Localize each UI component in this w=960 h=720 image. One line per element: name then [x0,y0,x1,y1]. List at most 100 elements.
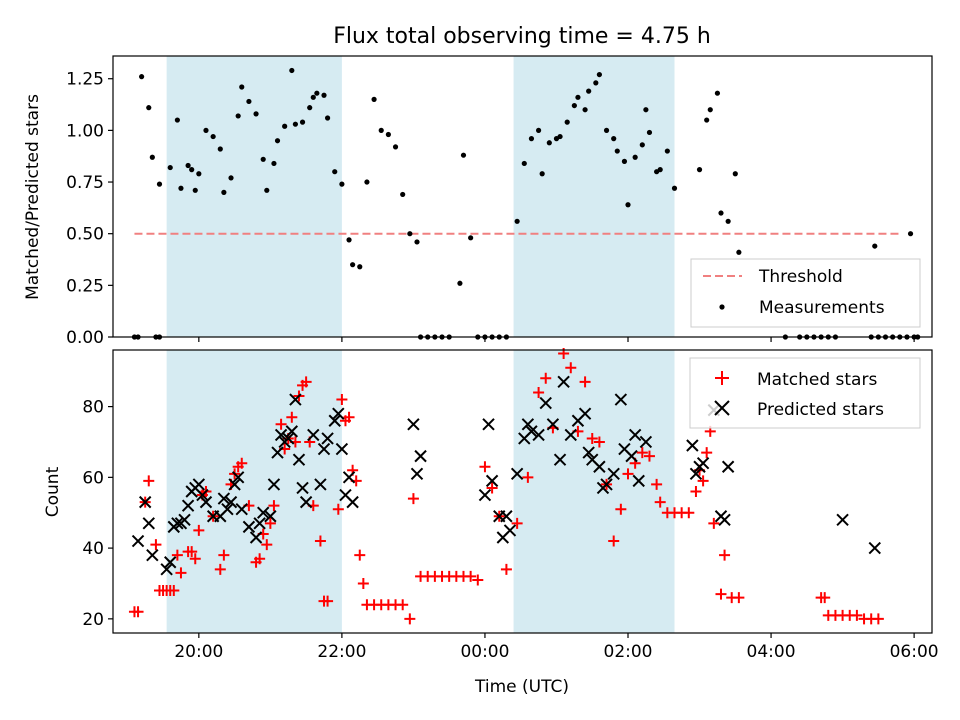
bottom-axes-frame [112,349,933,634]
measurement-point [146,105,152,111]
predicted-stars-point [196,488,209,502]
measurement-point [217,146,223,152]
measurement-point [657,167,663,173]
predicted-stars-point [289,393,302,406]
predicted-stars-point [600,478,613,491]
measurement-point [407,231,413,237]
top-y-tick-label: 0.50 [66,225,104,245]
predicted-stars-point [410,467,424,481]
measurement-point [718,210,724,216]
measurement-point [167,164,173,171]
measurement-point [535,127,542,133]
matched-stars-point [511,517,523,529]
bottom-x-tick-label: 06:00 [890,642,939,662]
matched-stars-point [343,411,355,423]
measurement-point [350,262,356,268]
predicted-stars-point [500,510,513,523]
measurement-point [321,92,327,98]
bottom-y-tick-label: 40 [82,539,104,559]
predicted-stars-point [242,520,256,534]
top-legend-box [690,258,921,328]
measurement-point [611,136,617,142]
matched-stars-point [654,496,666,508]
measurement-point [289,67,295,74]
bottom-y-tick-label: 80 [82,398,104,418]
matched-stars-point [175,567,187,579]
predicted-stars-point [407,418,420,431]
legend-predicted-label: Predicted stars [757,400,884,420]
matched-stars-point [193,524,205,536]
matched-stars-point [622,468,634,480]
predicted-stars-point [686,439,699,452]
measurement-point [378,127,384,133]
measurement-point [643,107,649,113]
predicted-stars-point [138,495,152,509]
predicted-stars-point [582,446,595,459]
shaded-observing-window [166,56,342,337]
legend-measurements-swatch [719,304,725,310]
measurement-point [364,179,370,185]
matched-stars-point [407,493,419,505]
predicted-stars-point [532,428,545,442]
predicted-stars-point [264,510,277,523]
predicted-stars-point [285,425,299,438]
predicted-stars-point [307,428,320,442]
measurement-point [246,98,252,105]
bottom-x-tick-label: 02:00 [604,642,653,662]
measurement-point [707,107,713,113]
matched-stars-point [268,500,280,512]
matched-stars-point [719,549,731,561]
measurement-point [732,171,738,177]
predicted-stars-point [314,478,327,491]
matched-stars-point [643,450,655,462]
predicted-stars-point [553,453,567,466]
matched-stars-point [404,613,416,625]
predicted-stars-point [342,471,356,484]
predicted-stars-point [317,442,331,456]
matched-stars-point [397,599,409,611]
measurement-point [282,123,288,129]
top-y-tick-label: 0.00 [66,328,104,348]
predicted-stars-point [178,513,191,527]
measurement-point [528,136,535,142]
predicted-stars-point [160,563,173,576]
measurement-point [178,185,184,191]
predicted-stars-point [868,541,881,555]
predicted-stars-point [564,428,577,442]
measurement-point [235,113,241,119]
matched-stars-point [254,553,266,565]
matched-stars-point [819,592,831,604]
matched-stars-point [472,574,484,586]
legend-matched-label: Matched stars [757,370,877,390]
legend-matched-swatch [715,371,729,385]
predicted-stars-point [131,534,145,548]
matched-stars-point [354,549,366,561]
bottom-y-axis-label: Count [43,466,63,517]
predicted-stars-point [721,460,735,473]
matched-stars-point [186,546,198,558]
predicted-stars-point [346,495,359,509]
top-chart-title: Flux total observing time = 4.75 h [333,24,711,49]
predicted-stars-point [689,467,703,481]
measurement-point [603,127,610,133]
measurement-point [139,74,145,80]
top-axes-frame [112,55,933,338]
measurement-point [907,231,914,237]
predicted-stars-point [164,556,177,569]
measurement-point [185,162,191,169]
matched-stars-point [636,447,648,459]
matched-stars-point [708,517,720,529]
matched-stars-point [701,447,713,459]
matched-stars-point [314,535,326,547]
measurement-point [339,181,345,187]
legend-measurements-label: Measurements [759,298,885,318]
measurement-point [239,84,245,90]
matched-stars-point [500,563,512,575]
matched-stars-point [189,553,201,565]
matched-stars-point [236,457,248,469]
top-shaded-regions [166,56,675,337]
matched-stars-point [357,577,369,589]
measurement-point [203,127,209,133]
